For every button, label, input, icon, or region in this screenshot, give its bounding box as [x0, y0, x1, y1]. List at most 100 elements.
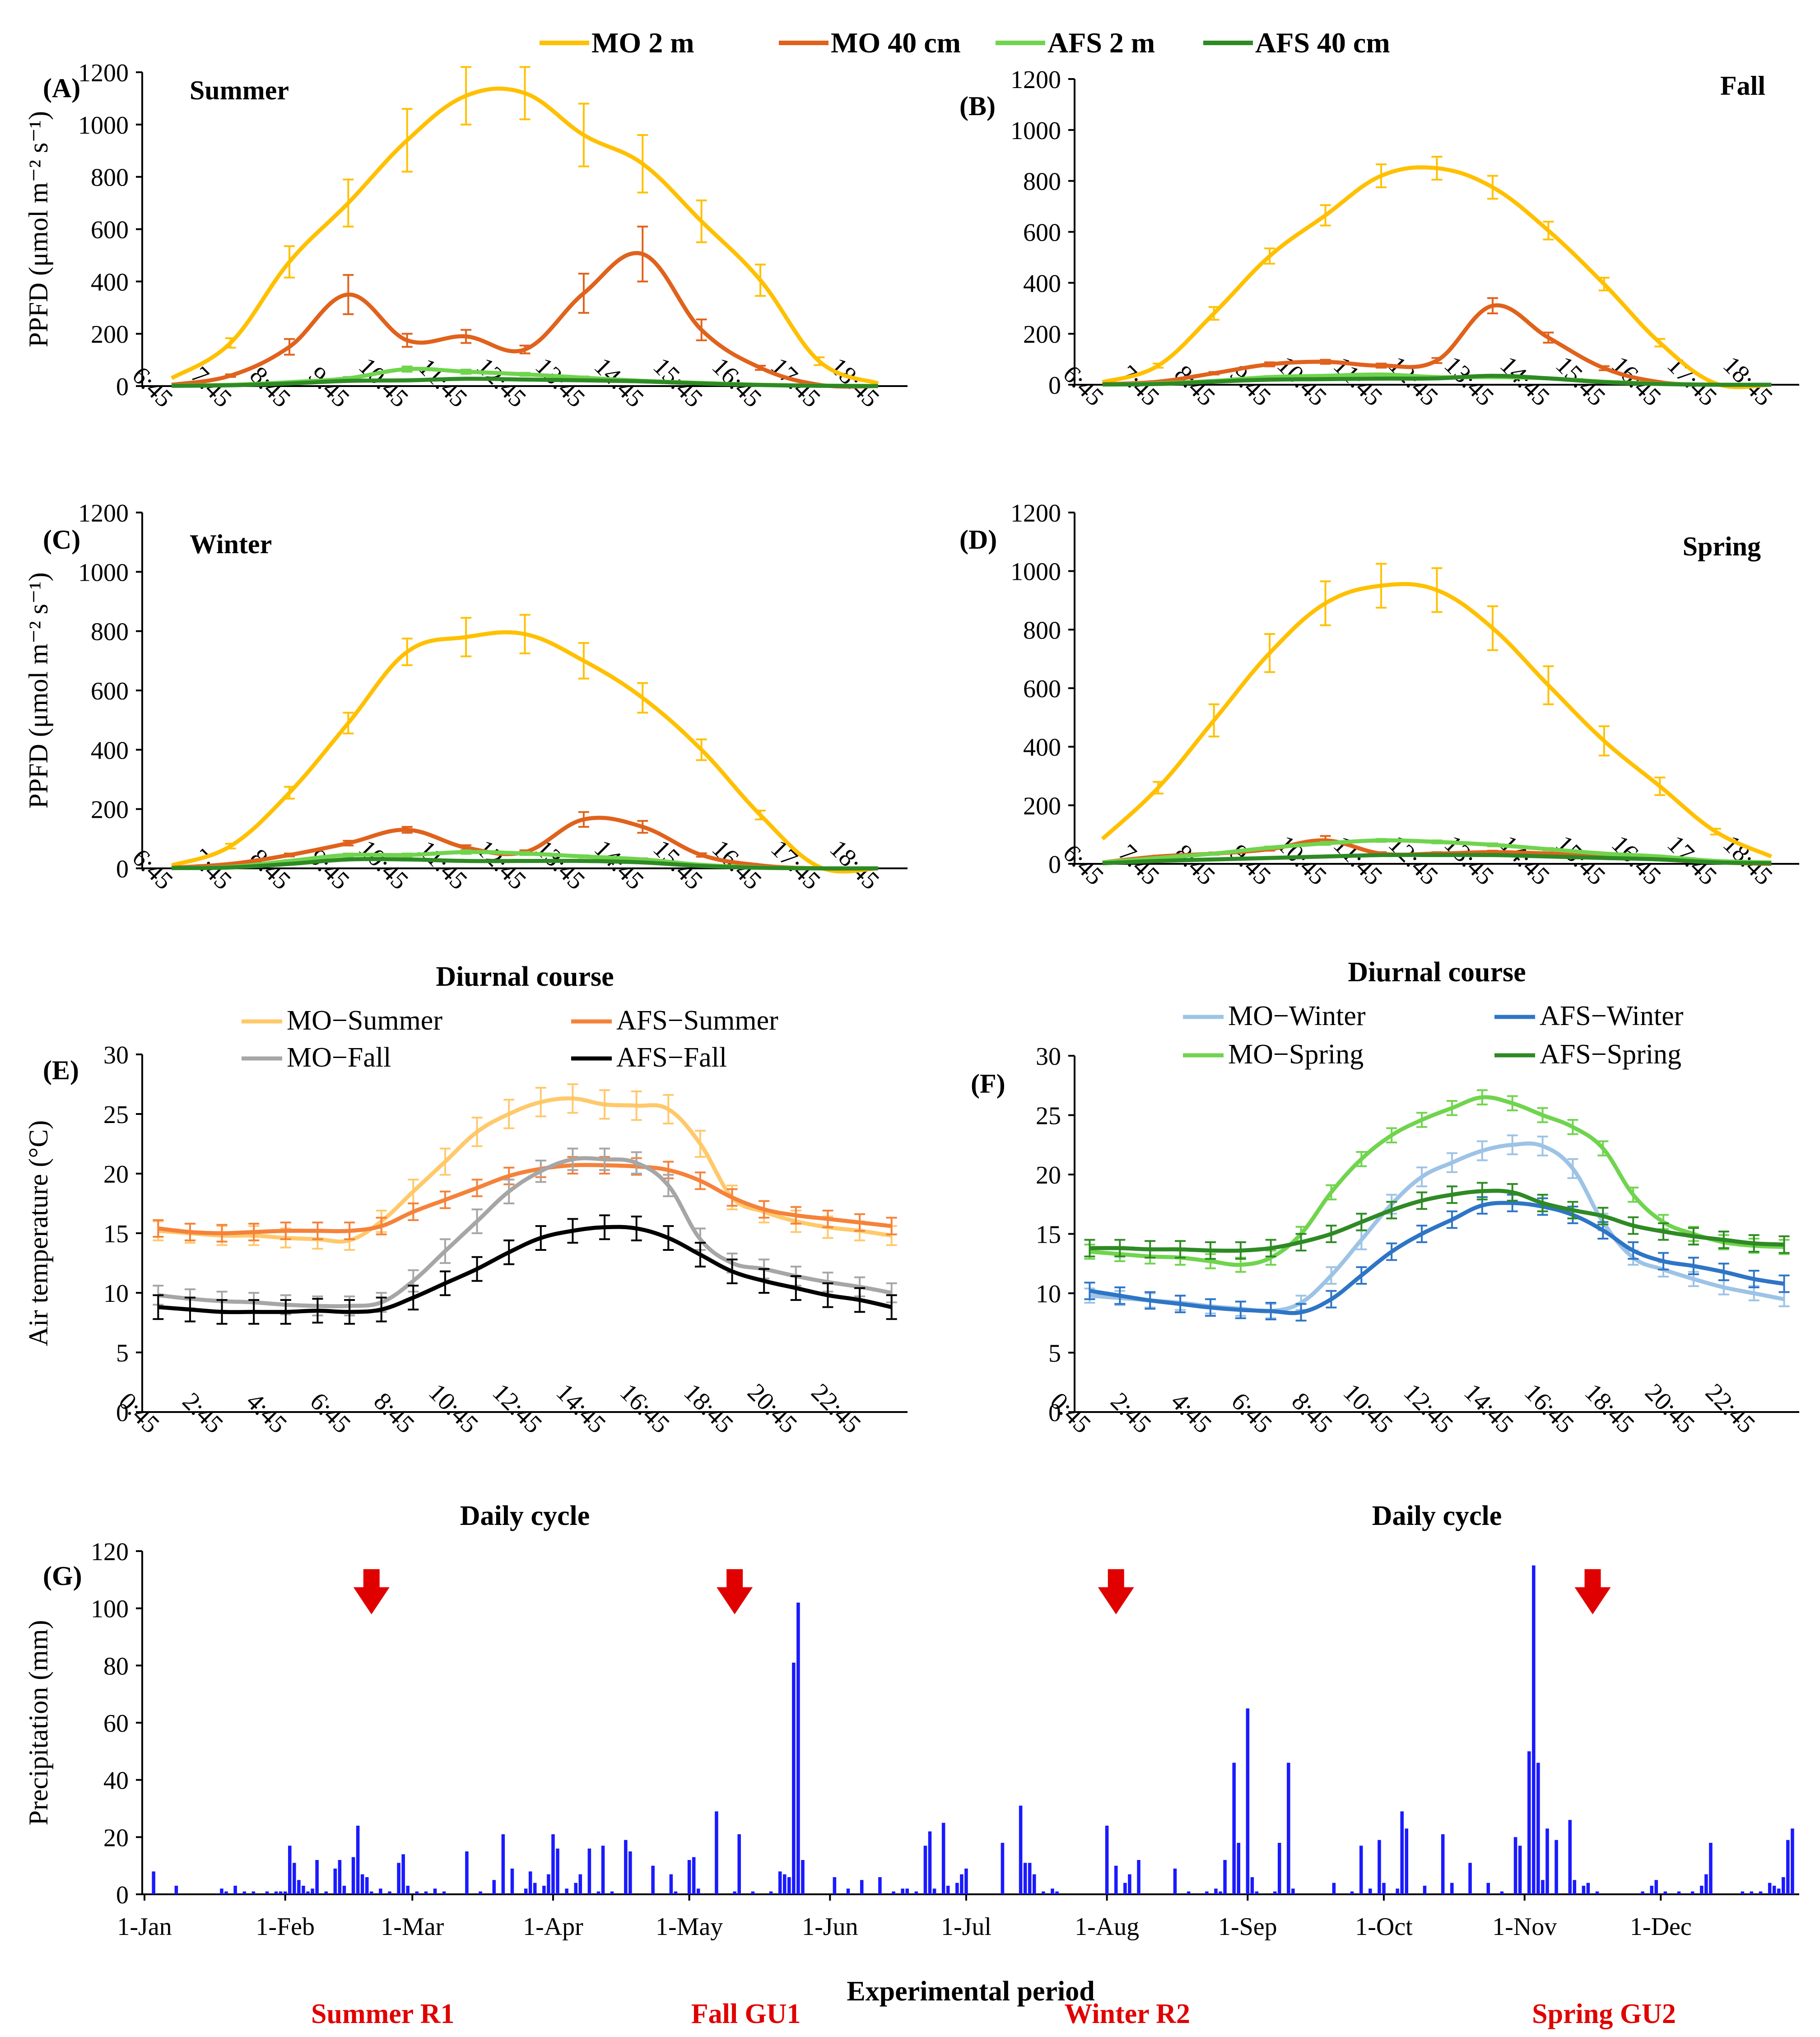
series-line [1089, 1191, 1784, 1251]
y-tick-label: 1000 [1010, 117, 1061, 145]
x-tick-label: 13:45 [530, 352, 590, 413]
x-tick-label: 1-Mar [381, 1913, 444, 1941]
precip-bar [1055, 1892, 1059, 1894]
precip-bar [860, 1880, 864, 1894]
x-tick-label: 1-Nov [1492, 1913, 1557, 1941]
precip-bar [1773, 1886, 1776, 1894]
precip-bar [1287, 1763, 1290, 1894]
precip-bar [878, 1877, 882, 1894]
precip-bar [579, 1874, 582, 1894]
precip-bar [1251, 1877, 1254, 1894]
red-arrow-icon [354, 1569, 390, 1614]
precip-bar [1500, 1892, 1504, 1894]
series-line [1089, 1097, 1784, 1265]
x-tick-label: 4:45 [241, 1387, 292, 1439]
series-line [172, 632, 878, 872]
precip-bar [1368, 1888, 1372, 1894]
precip-bar [1536, 1763, 1540, 1894]
series-afs-summer [153, 1157, 897, 1241]
x-tick-label: 9:45 [303, 361, 355, 413]
precip-bar [542, 1886, 546, 1894]
x-tick-label: 10:45 [1338, 1378, 1398, 1439]
precip-bar [1137, 1860, 1140, 1894]
precip-bar [928, 1832, 932, 1894]
precip-bar [415, 1892, 419, 1894]
precip-bar [1378, 1840, 1381, 1894]
precip-bar [1278, 1843, 1281, 1894]
precip-bar [424, 1892, 428, 1894]
precip-bar [1704, 1874, 1708, 1894]
precip-bar [547, 1874, 550, 1894]
x-tick-label: 22:45 [1700, 1378, 1760, 1439]
precip-bar [733, 1892, 736, 1894]
x-tick-label: 1-Sep [1218, 1913, 1277, 1941]
x-tick-label: 12:45 [471, 834, 531, 895]
precip-bar [1033, 1874, 1036, 1894]
y-tick-label: 60 [103, 1710, 129, 1738]
precip-bar [1532, 1566, 1536, 1894]
legend-label: MO 2 m [591, 27, 694, 59]
precip-bar [365, 1877, 369, 1894]
precip-bar [651, 1866, 655, 1894]
x-tick-label: 12:45 [471, 352, 531, 413]
precip-bar [1596, 1892, 1599, 1894]
x-tick-label: 18:45 [1718, 351, 1778, 411]
precip-bar [1350, 1892, 1354, 1894]
series-line [1103, 584, 1772, 856]
precip-bar [1641, 1892, 1644, 1894]
precip-bar [502, 1834, 505, 1894]
precip-bar [670, 1874, 673, 1894]
panel-label: (C) [43, 525, 80, 555]
panel-title: Fall [1720, 71, 1765, 101]
legend-label: MO−Winter [1228, 1001, 1366, 1031]
precip-bar [1750, 1892, 1754, 1894]
x-tick-label: 14:45 [1494, 351, 1555, 411]
precip-bar [1359, 1846, 1363, 1894]
y-tick-label: 200 [91, 796, 129, 824]
precip-bar [737, 1834, 741, 1894]
precip-bar [1024, 1863, 1027, 1894]
y-tick-label: 1200 [78, 499, 129, 527]
x-tick-label: 11:45 [413, 353, 473, 413]
precip-bar [175, 1886, 178, 1894]
x-tick-label: 6:45 [304, 1387, 356, 1439]
x-tick-label: 1-May [656, 1913, 723, 1941]
precip-bar [1423, 1886, 1427, 1894]
x-tick-label: 15:45 [1550, 830, 1611, 890]
precip-bar [674, 1892, 678, 1894]
precip-bar [1782, 1877, 1785, 1894]
precip-bar [533, 1883, 537, 1894]
precip-bar [1655, 1880, 1658, 1894]
x-tick-label: 18:45 [824, 834, 884, 895]
precip-bar [388, 1892, 391, 1894]
precip-bar [1382, 1883, 1386, 1894]
y-tick-label: 200 [91, 321, 129, 349]
precip-bar [1187, 1892, 1191, 1894]
precip-bar [1709, 1843, 1713, 1894]
precip-bar [783, 1874, 787, 1894]
x-tick-label: 0:45 [1045, 1387, 1096, 1439]
precip-bar [379, 1888, 382, 1894]
precip-bar [1400, 1811, 1404, 1894]
precip-bar [334, 1869, 337, 1894]
x-tick-label: 8:45 [368, 1387, 420, 1439]
x-tick-label: 8:45 [244, 844, 296, 895]
y-tick-label: 400 [1023, 270, 1061, 298]
precip-bar [1514, 1837, 1517, 1894]
x-tick-label: 8:45 [1286, 1387, 1338, 1439]
precip-bar [284, 1892, 287, 1894]
y-tick-label: 800 [1023, 168, 1061, 196]
series-mo-spring [1084, 1090, 1789, 1272]
y-tick-label: 400 [91, 736, 129, 764]
precip-bar [433, 1888, 437, 1894]
y-tick-label: 25 [103, 1101, 129, 1129]
precip-bar [715, 1811, 718, 1894]
x-tick-label: 1-Feb [256, 1913, 315, 1941]
precip-bar [1123, 1883, 1127, 1894]
precip-bar [265, 1892, 269, 1894]
precip-bar [1128, 1874, 1131, 1894]
precip-bar [1246, 1708, 1250, 1894]
precip-bar [751, 1892, 755, 1894]
